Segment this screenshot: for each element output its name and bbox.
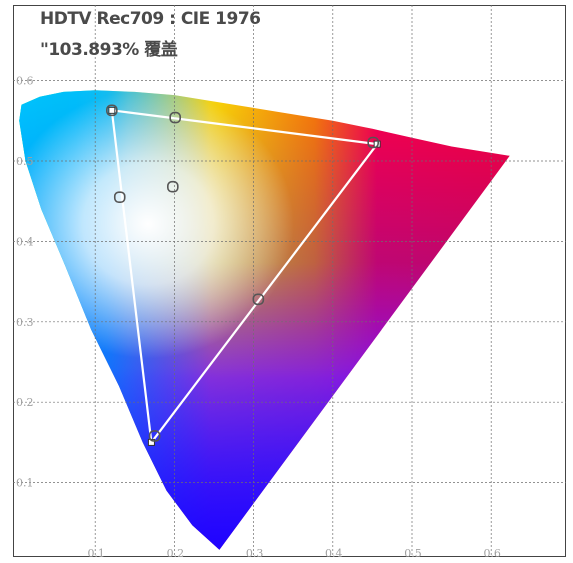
y-tick-label: 0.2 [16, 396, 34, 409]
x-tick-label: 0.2 [167, 547, 185, 560]
x-tick-label: 0.3 [246, 547, 264, 560]
x-tick-label: 0.1 [87, 547, 105, 560]
grid [13, 5, 566, 557]
reference-point [148, 430, 161, 442]
y-tick-label: 0.1 [16, 477, 34, 490]
chart-subtitle: "103.893% 覆盖 [40, 40, 178, 60]
y-tick-label: 0.5 [16, 155, 34, 168]
reference-point [252, 293, 265, 306]
reference-point [169, 111, 181, 124]
reference-point [367, 136, 379, 149]
y-tick-label: 0.4 [16, 235, 34, 248]
x-tick-label: 0.5 [404, 547, 422, 560]
measured-point [147, 438, 155, 446]
measured-gamut-line [110, 109, 379, 444]
y-tick-label: 0.3 [16, 316, 34, 329]
x-tick-label: 0.4 [325, 547, 343, 560]
measured-point [108, 106, 116, 114]
chart-title: HDTV Rec709 : CIE 1976 [40, 9, 261, 29]
reference-point [106, 104, 118, 117]
y-tick-label: 0.6 [16, 75, 34, 88]
x-tick-label: 0.6 [483, 547, 501, 560]
reference-point [113, 191, 126, 203]
reference-point [167, 180, 179, 193]
